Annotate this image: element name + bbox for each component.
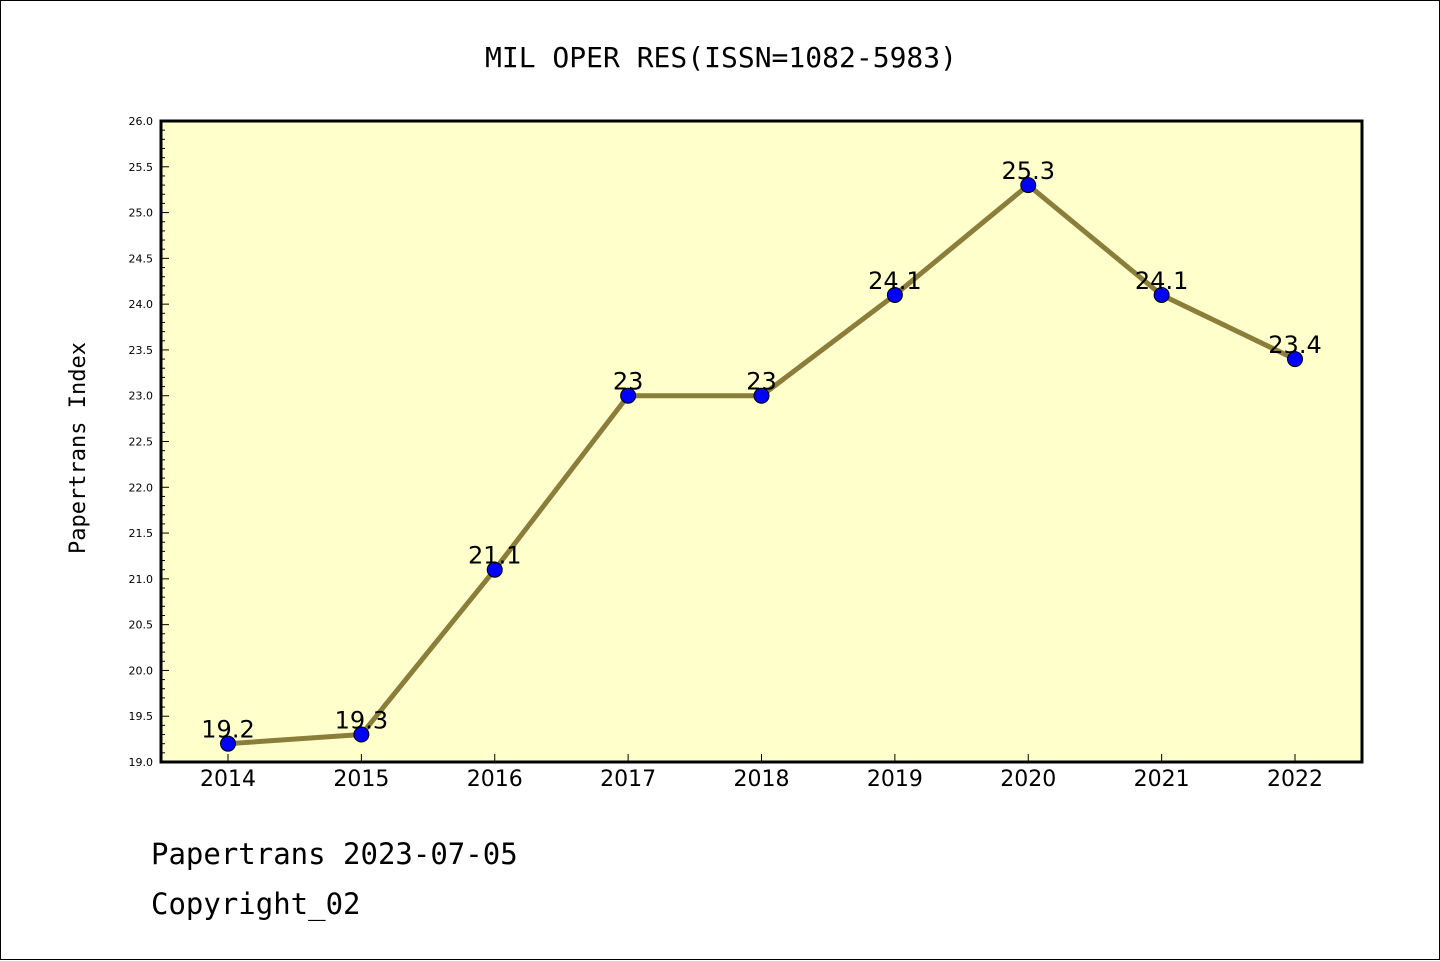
plot-area <box>159 119 1364 764</box>
data-point <box>1020 177 1037 194</box>
data-point <box>620 387 637 404</box>
y-tick-label: 25.5 <box>129 161 154 174</box>
y-tick-label: 22.0 <box>129 481 154 494</box>
data-label-layer: 19.2 19.3 21.1 23 23 24.1 25.3 24.1 23.4 <box>201 157 1321 744</box>
data-point <box>486 561 503 578</box>
data-point <box>220 735 236 752</box>
chart-title: MIL OPER RES(ISSN=1082-5983) <box>485 41 957 74</box>
y-tick-label: 26.0 <box>129 115 154 128</box>
data-label: 19.3 <box>335 707 388 735</box>
data-point <box>353 726 370 743</box>
x-axis-ticks: 2014 2015 2016 2017 2018 2019 2020 2021 2022 <box>200 754 1323 792</box>
data-point <box>753 387 770 404</box>
y-tick-label: 19.0 <box>129 756 154 769</box>
data-label: 19.2 <box>201 716 254 744</box>
y-tick-label: 23.5 <box>129 344 154 357</box>
footer-date: Papertrans 2023-07-05 <box>151 837 518 871</box>
data-label: 24.1 <box>868 267 921 295</box>
y-tick-label: 21.0 <box>129 573 154 586</box>
data-label: 23 <box>613 368 644 396</box>
y-axis-ticks: 19.0 19.5 20.0 20.5 21.0 21.5 22.0 22.5 23.0 23.5… <box>129 115 169 769</box>
y-tick-label: 24.0 <box>129 298 154 311</box>
y-tick-label: 25.0 <box>129 207 154 220</box>
y-tick-label: 21.5 <box>129 527 154 540</box>
data-point <box>1153 286 1170 303</box>
data-label: 24.1 <box>1135 267 1188 295</box>
y-tick-label: 20.0 <box>129 664 154 677</box>
x-tick-label: 2014 <box>200 767 256 792</box>
data-point <box>886 286 903 303</box>
x-tick-label: 2015 <box>333 767 389 792</box>
data-label: 25.3 <box>1002 157 1055 185</box>
x-tick-label: 2016 <box>467 767 523 792</box>
x-tick-label: 2021 <box>1134 767 1190 792</box>
x-tick-label: 2018 <box>734 767 790 792</box>
series-layer <box>220 177 1303 752</box>
y-tick-label: 24.5 <box>129 252 154 265</box>
data-label: 21.1 <box>468 542 521 570</box>
data-label: 23.4 <box>1268 331 1321 359</box>
y-tick-label: 20.5 <box>129 619 154 632</box>
y-tick-label: 23.0 <box>129 390 154 403</box>
x-tick-label: 2020 <box>1000 767 1056 792</box>
footer-copyright: Copyright_02 <box>151 887 361 921</box>
y-tick-label: 22.5 <box>129 436 154 449</box>
data-label: 23 <box>746 368 777 396</box>
data-point <box>1287 351 1303 368</box>
x-tick-label: 2019 <box>867 767 923 792</box>
x-tick-label: 2022 <box>1267 767 1323 792</box>
x-tick-label: 2017 <box>600 767 656 792</box>
y-tick-label: 19.5 <box>129 710 154 723</box>
y-axis-label: Papertrans Index <box>66 342 91 554</box>
